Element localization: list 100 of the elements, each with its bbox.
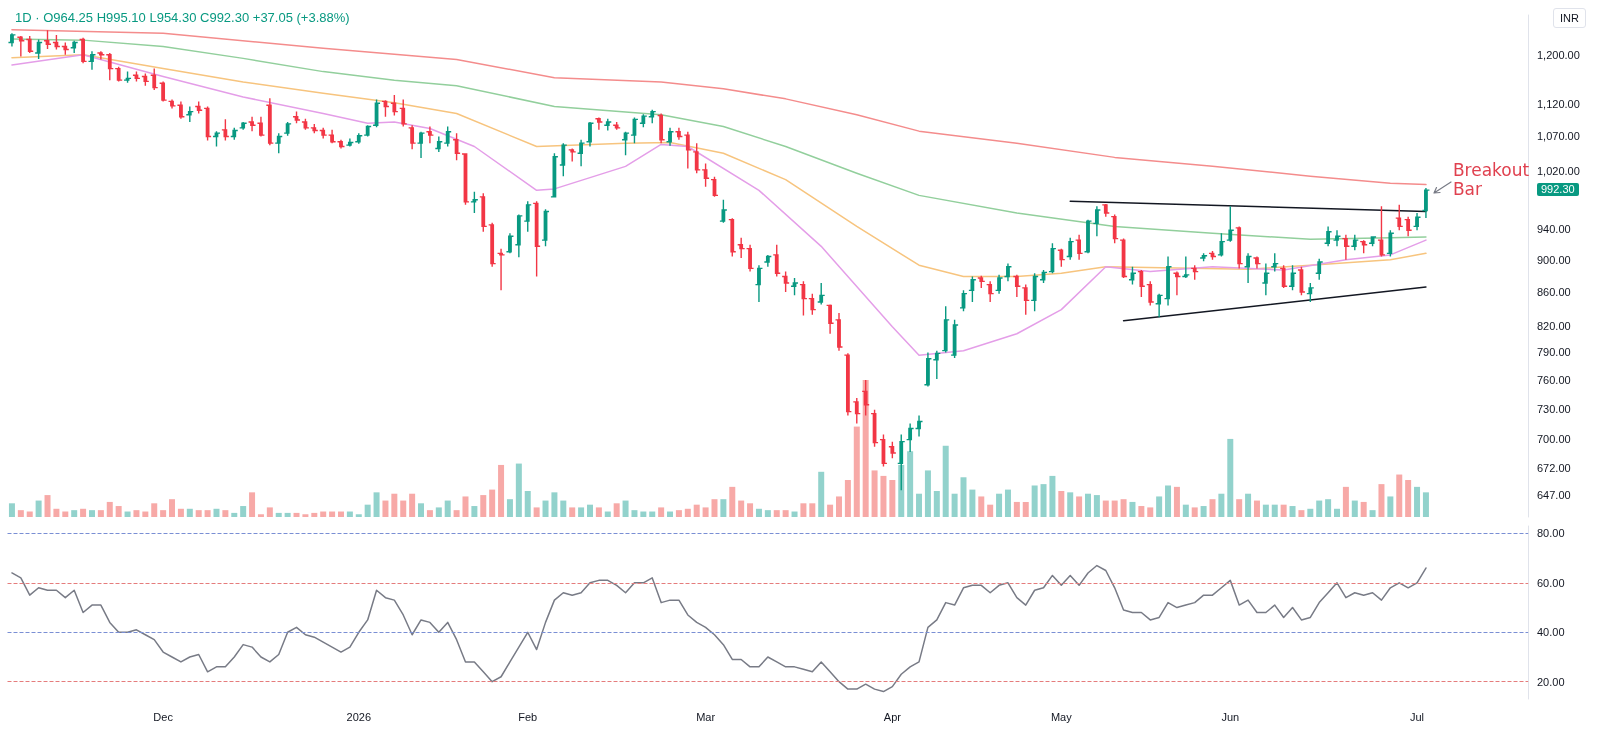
bar <box>862 380 869 517</box>
candlestick <box>968 275 977 303</box>
bar <box>275 512 282 517</box>
candlestick <box>1243 252 1253 284</box>
candlestick <box>808 292 817 316</box>
candlestick <box>443 125 452 148</box>
candlestick <box>612 121 621 131</box>
y-tick-label: 1,200.00 <box>1537 48 1580 61</box>
bar <box>1209 499 1216 517</box>
bar <box>400 500 407 517</box>
bar <box>1298 510 1305 517</box>
candlestick <box>1012 274 1022 298</box>
bar <box>1289 506 1296 517</box>
bar <box>435 507 442 517</box>
x-tick-label: Feb <box>518 710 538 723</box>
x-tick-label: Dec <box>153 710 174 723</box>
candlestick <box>425 125 435 144</box>
bar <box>747 503 754 517</box>
bar <box>907 451 914 517</box>
bar <box>871 470 878 517</box>
bar <box>551 492 558 517</box>
candlestick <box>763 254 773 268</box>
bar <box>249 492 256 517</box>
bar <box>515 463 522 517</box>
bar <box>204 510 211 517</box>
candlestick <box>621 131 630 157</box>
candlestick <box>1092 205 1102 237</box>
candlestick <box>781 270 790 293</box>
bar <box>1173 486 1180 517</box>
candlestick <box>1199 252 1208 262</box>
bar <box>506 499 513 517</box>
bar <box>729 486 736 517</box>
line-series <box>11 54 1427 356</box>
candlestick <box>932 349 942 380</box>
bar <box>8 503 15 517</box>
bar <box>151 503 158 517</box>
bar <box>818 471 825 517</box>
bar <box>97 510 104 517</box>
bar <box>791 511 798 517</box>
x-tick-label: Mar <box>696 710 716 723</box>
y-tick-label: 40.00 <box>1537 626 1565 639</box>
candlestick <box>354 132 363 145</box>
bar <box>1360 501 1367 517</box>
candlestick <box>825 303 835 335</box>
bar <box>480 495 487 517</box>
y-tick-label: 820.00 <box>1537 319 1571 332</box>
candlestick <box>1421 187 1431 219</box>
candlestick <box>817 282 826 306</box>
candlestick <box>985 280 995 303</box>
bar <box>498 464 505 517</box>
bar <box>684 508 691 517</box>
candlestick <box>185 105 195 123</box>
bar <box>80 508 87 517</box>
bar <box>1102 500 1109 517</box>
bar <box>1200 506 1207 517</box>
candlestick <box>1021 283 1030 316</box>
candlestick <box>283 121 292 137</box>
candlestick <box>1252 255 1262 270</box>
bar <box>1004 489 1011 517</box>
candlestick <box>212 130 221 148</box>
bar <box>702 507 709 517</box>
bar <box>1093 495 1100 517</box>
bar <box>649 511 656 517</box>
y-tick-label: 20.00 <box>1537 675 1565 688</box>
bar <box>355 514 362 517</box>
bar <box>444 500 451 517</box>
bar <box>364 504 371 517</box>
candlestick <box>1270 252 1279 273</box>
bar <box>1156 496 1163 517</box>
candlestick <box>345 137 355 148</box>
candlestick <box>43 29 52 50</box>
bar <box>924 470 931 517</box>
bar <box>1085 493 1091 517</box>
candlestick <box>1190 264 1199 281</box>
bar <box>978 496 985 517</box>
bar <box>1316 500 1323 517</box>
candlestick <box>1412 212 1422 231</box>
candlestick <box>407 124 417 150</box>
bar <box>302 514 309 517</box>
candlestick <box>292 110 301 124</box>
bar <box>17 510 24 517</box>
bar <box>1236 499 1243 517</box>
bar <box>969 489 976 517</box>
candlestick <box>745 244 755 273</box>
chart-title: 1D · O964.25 H995.10 L954.30 C992.30 +37.05 (+3.88%) <box>15 10 350 25</box>
bar <box>844 480 851 517</box>
x-tick-label: Apr <box>883 710 902 723</box>
candlestick <box>1377 205 1386 258</box>
y-tick-label: 647.00 <box>1537 488 1571 501</box>
candlestick <box>87 50 97 71</box>
bar <box>311 512 318 517</box>
bar <box>391 493 398 517</box>
candlestick <box>665 127 675 147</box>
bar <box>586 504 593 517</box>
bar <box>186 508 193 517</box>
candlestick <box>1074 234 1084 261</box>
candlestick <box>105 52 114 81</box>
bar <box>524 490 531 517</box>
candlestick <box>1234 225 1244 270</box>
bar <box>88 510 95 517</box>
